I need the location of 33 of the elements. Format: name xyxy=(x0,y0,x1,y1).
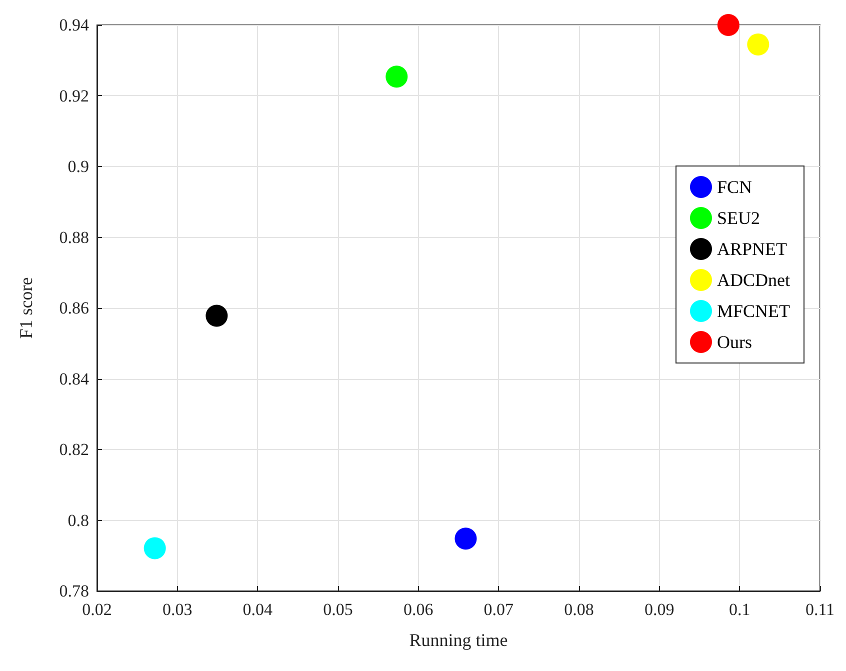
x-tick-label: 0.06 xyxy=(403,600,434,619)
x-axis-title: Running time xyxy=(409,630,508,650)
point xyxy=(206,304,228,327)
y-axis-title: F1 score xyxy=(16,277,36,339)
x-tick-label: 0.09 xyxy=(644,600,674,619)
legend-label: Ours xyxy=(716,332,752,352)
point xyxy=(454,528,477,550)
y-tick-label: 0.84 xyxy=(59,369,90,388)
y-tick-label: 0.88 xyxy=(59,228,89,247)
y-tick-label: 0.86 xyxy=(59,298,89,318)
point xyxy=(144,537,166,560)
point xyxy=(717,14,740,36)
y-tick-label: 0.9 xyxy=(68,157,89,176)
x-tick-label: 0.05 xyxy=(323,600,353,619)
legend-label: FCN xyxy=(716,177,752,197)
x-tick-label: 0.07 xyxy=(484,600,514,619)
y-tick-label: 0.94 xyxy=(59,16,90,34)
legend-label: SEU2 xyxy=(716,208,760,228)
x-tick-label: 0.1 xyxy=(729,600,750,619)
y-tick-label: 0.8 xyxy=(68,510,89,530)
x-tick-label: 0.11 xyxy=(805,600,835,619)
point xyxy=(386,66,408,88)
legend-label: MFCNET xyxy=(716,301,790,321)
x-tick-label: 0.04 xyxy=(242,600,274,619)
y-tick-label: 0.92 xyxy=(59,86,89,106)
x-tick-label: 0.02 xyxy=(82,600,112,619)
legend-label: ARPNET xyxy=(716,239,788,259)
y-tick-label: 0.78 xyxy=(59,582,89,600)
x-tick-label: 0.03 xyxy=(162,600,192,619)
y-tick-label: 0.82 xyxy=(59,440,89,459)
point xyxy=(747,33,770,56)
x-tick-label: 0.08 xyxy=(564,600,594,619)
legend-label: ADCDnet xyxy=(716,270,790,290)
